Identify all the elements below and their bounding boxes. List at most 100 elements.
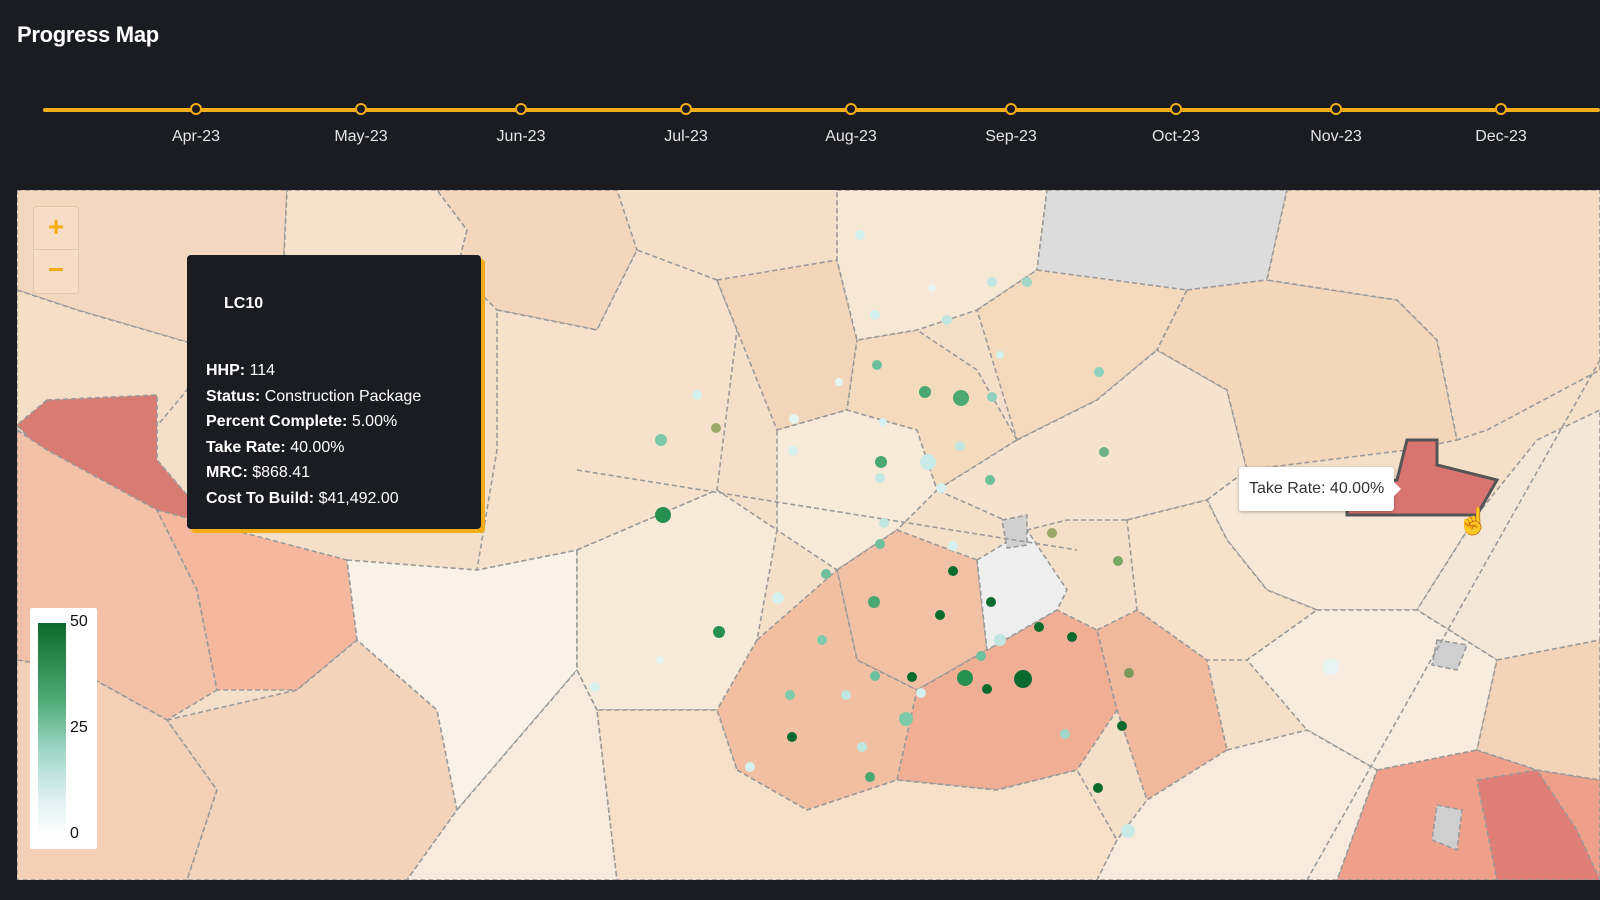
map-region[interactable] [1126, 499, 1318, 661]
timeline-tick[interactable] [1495, 103, 1507, 115]
project-dot[interactable] [1099, 447, 1109, 457]
project-dot[interactable] [745, 762, 755, 772]
project-dot[interactable] [1323, 659, 1339, 675]
project-dot[interactable] [879, 418, 887, 426]
project-dot[interactable] [920, 454, 936, 470]
project-dot[interactable] [987, 392, 997, 402]
timeline-month-label[interactable]: Apr-23 [171, 128, 221, 145]
timeline-tick[interactable] [845, 103, 857, 115]
project-dot[interactable] [936, 483, 946, 493]
map-region[interactable] [1266, 190, 1600, 441]
map-region[interactable] [1431, 804, 1463, 851]
map[interactable]: + − LC10 HHP: 114 Status: Construction P… [17, 190, 1600, 880]
project-dot[interactable] [655, 507, 671, 523]
project-dot[interactable] [868, 596, 880, 608]
map-region[interactable] [596, 709, 1118, 880]
project-dot[interactable] [788, 446, 798, 456]
timeline-tick[interactable] [515, 103, 527, 115]
project-dot[interactable] [899, 712, 913, 726]
project-dot[interactable] [1047, 528, 1057, 538]
map-region[interactable] [1001, 514, 1028, 549]
project-dot[interactable] [982, 684, 992, 694]
project-dot[interactable] [711, 423, 721, 433]
project-dot[interactable] [875, 473, 885, 483]
project-dot[interactable] [942, 315, 952, 325]
timeline-month-label[interactable]: Sep-23 [985, 128, 1037, 145]
timeline-month-label[interactable]: May-23 [334, 128, 388, 145]
project-dot[interactable] [692, 390, 702, 400]
project-dot[interactable] [1093, 783, 1103, 793]
project-dot[interactable] [928, 284, 936, 292]
project-dot[interactable] [976, 651, 986, 661]
project-dot[interactable] [1121, 824, 1135, 838]
project-dot[interactable] [590, 682, 600, 692]
timeline-tick[interactable] [355, 103, 367, 115]
project-dot[interactable] [855, 230, 865, 240]
project-dot[interactable] [948, 566, 958, 576]
project-dot[interactable] [655, 434, 667, 446]
project-dot[interactable] [955, 441, 965, 451]
map-region[interactable] [1476, 769, 1600, 880]
timeline-month-label[interactable]: Nov-23 [1310, 128, 1362, 145]
map-region[interactable] [17, 394, 218, 531]
project-dot[interactable] [1113, 556, 1123, 566]
project-dot[interactable] [875, 539, 885, 549]
project-dot[interactable] [772, 592, 784, 604]
project-dot[interactable] [821, 569, 831, 579]
project-dot[interactable] [870, 310, 880, 320]
project-dot[interactable] [875, 456, 887, 468]
project-dot[interactable] [919, 386, 931, 398]
project-dot[interactable] [1014, 670, 1032, 688]
project-dot[interactable] [935, 610, 945, 620]
project-dot[interactable] [1022, 277, 1032, 287]
project-dot[interactable] [916, 688, 926, 698]
project-dot[interactable] [957, 670, 973, 686]
project-dot[interactable] [817, 635, 827, 645]
map-region[interactable] [476, 249, 738, 571]
project-dot[interactable] [985, 475, 995, 485]
project-dot[interactable] [907, 672, 917, 682]
project-dot[interactable] [785, 690, 795, 700]
project-dot[interactable] [870, 671, 880, 681]
project-dot[interactable] [1034, 622, 1044, 632]
project-dot[interactable] [713, 626, 725, 638]
map-region[interactable] [1096, 729, 1378, 880]
project-dot[interactable] [987, 277, 997, 287]
project-dot[interactable] [994, 634, 1006, 646]
timeline-slider[interactable]: Apr-23 May-23 Jun-23 Jul-23 Aug-23 Sep-23 Oct-… [0, 90, 1600, 160]
project-dot[interactable] [1060, 729, 1070, 739]
project-dot[interactable] [953, 390, 969, 406]
project-dot[interactable] [1067, 632, 1077, 642]
timeline-month-label[interactable]: Aug-23 [825, 128, 877, 145]
timeline-month-label[interactable]: Dec-23 [1475, 128, 1527, 145]
timeline-tick[interactable] [1005, 103, 1017, 115]
project-dot[interactable] [1117, 721, 1127, 731]
map-region[interactable] [716, 569, 918, 811]
project-dot[interactable] [1124, 668, 1134, 678]
project-dot[interactable] [787, 732, 797, 742]
map-region[interactable] [1476, 639, 1600, 781]
timeline-month-label[interactable]: Jul-23 [664, 128, 708, 145]
project-dot[interactable] [841, 690, 851, 700]
timeline-track[interactable] [43, 108, 1600, 112]
timeline-tick[interactable] [680, 103, 692, 115]
zoom-out-button[interactable]: − [34, 249, 78, 292]
timeline-month-label[interactable]: Jun-23 [496, 128, 546, 145]
project-dot[interactable] [948, 541, 958, 551]
project-dot[interactable] [656, 656, 664, 664]
timeline-tick[interactable] [1330, 103, 1342, 115]
project-dot[interactable] [835, 378, 843, 386]
map-region[interactable] [436, 190, 638, 331]
project-dot[interactable] [1094, 367, 1104, 377]
project-dot[interactable] [986, 597, 996, 607]
project-dot[interactable] [1448, 485, 1460, 497]
timeline-tick[interactable] [1170, 103, 1182, 115]
project-dot[interactable] [879, 518, 889, 528]
project-dot[interactable] [857, 742, 867, 752]
zoom-in-button[interactable]: + [47, 211, 65, 242]
timeline-month-label[interactable]: Oct-23 [1151, 128, 1201, 145]
project-dot[interactable] [865, 772, 875, 782]
project-dot[interactable] [872, 360, 882, 370]
project-dot[interactable] [996, 351, 1004, 359]
timeline-tick[interactable] [190, 103, 202, 115]
